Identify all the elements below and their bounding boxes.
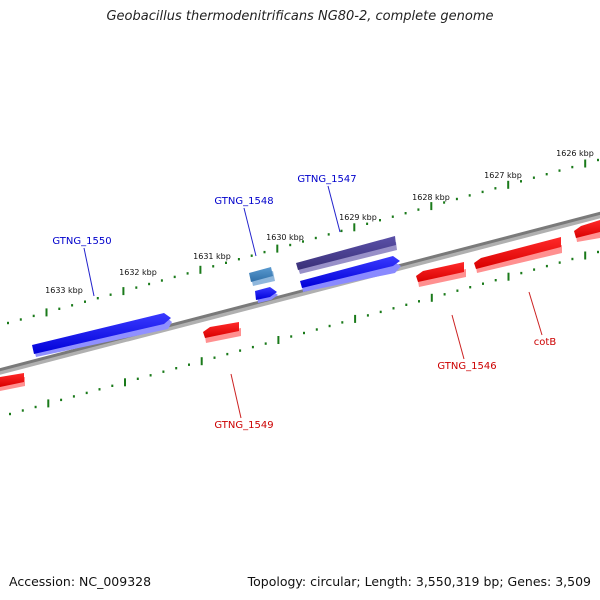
gene-label-gtng-1548: GTNG_1548 bbox=[214, 196, 273, 207]
gene-cotb bbox=[474, 237, 561, 269]
genome-backbone bbox=[0, 211, 600, 372]
kbp-tick-label: 1630 kbp bbox=[266, 233, 304, 242]
kbp-tick-label: 1627 kbp bbox=[484, 171, 522, 180]
gene-name-labels: GTNG_1550 GTNG_1548 GTNG_1547 GTNG_1549 GTNG… bbox=[52, 174, 556, 431]
upper-scale-ticks bbox=[7, 158, 599, 325]
gene-label-gtng-1546: GTNG_1546 bbox=[437, 361, 496, 372]
kbp-tick-label: 1632 kbp bbox=[119, 268, 157, 277]
gene-gtng-1550 bbox=[32, 313, 171, 354]
accession-label: Accession: NC_009328 bbox=[9, 574, 152, 589]
gene-gtng-1549 bbox=[203, 322, 239, 338]
gene-label-gtng-1550: GTNG_1550 bbox=[52, 236, 111, 247]
gene-label-cotb: cotB bbox=[534, 337, 557, 348]
kbp-tick-label: 1629 kbp bbox=[339, 213, 377, 222]
gene-gtng-1548-lower bbox=[255, 287, 277, 300]
genome-backbone-shadow bbox=[0, 212, 600, 375]
genome-summary: Topology: circular; Length: 3,550,319 bp… bbox=[247, 574, 591, 589]
map-title: Geobacillus thermodenitrificans NG80-2, … bbox=[106, 9, 494, 24]
gene-gtng-1546 bbox=[416, 262, 464, 282]
gene-label-gtng-1549: GTNG_1549 bbox=[214, 420, 273, 431]
leader-lines bbox=[83, 185, 543, 419]
gene-label-gtng-1547: GTNG_1547 bbox=[297, 174, 356, 185]
kbp-labels: 1626 kbp 1627 kbp 1628 kbp 1629 kbp 1630 kbp… bbox=[45, 149, 594, 295]
gene-left-edge-reverse bbox=[0, 373, 24, 387]
gene-gtng-1547 bbox=[296, 236, 396, 270]
kbp-tick-label: 1631 kbp bbox=[193, 252, 231, 261]
kbp-tick-label: 1626 kbp bbox=[556, 149, 594, 158]
gene-right-edge-reverse bbox=[574, 220, 600, 238]
kbp-tick-label: 1628 kbp bbox=[412, 193, 450, 202]
lower-scale-ticks bbox=[9, 250, 599, 416]
gene-gtng-1548 bbox=[249, 267, 273, 282]
kbp-tick-label: 1633 kbp bbox=[45, 286, 83, 295]
gene-forward-b bbox=[300, 256, 400, 288]
